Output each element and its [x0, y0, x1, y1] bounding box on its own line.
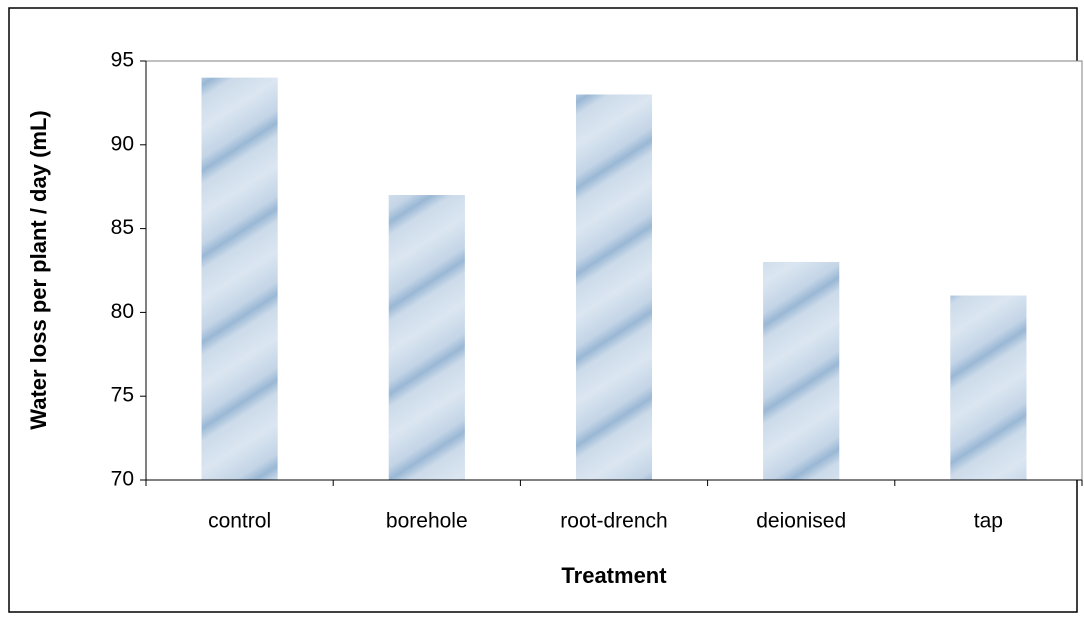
bar-texture [201, 77, 278, 480]
y-tick-label: 70 [111, 468, 134, 491]
bar-texture [950, 295, 1027, 480]
y-tick-label: 75 [111, 384, 134, 407]
y-tick-label: 85 [111, 216, 134, 239]
y-tick-label: 90 [111, 132, 134, 155]
x-tick-label: root-drench [560, 510, 667, 533]
x-axis-title: Treatment [561, 563, 667, 588]
bar-texture [763, 262, 840, 480]
x-tick-label: control [208, 510, 271, 533]
x-tick-label: deionised [756, 510, 846, 533]
y-tick-label: 80 [111, 300, 134, 323]
x-tick-label: tap [974, 510, 1003, 533]
bar-texture [388, 195, 465, 480]
y-tick-label: 95 [111, 49, 134, 72]
bar-texture [576, 94, 652, 481]
x-tick-label: borehole [386, 510, 468, 533]
y-axis-title: Water loss per plant / day (mL) [26, 110, 51, 429]
